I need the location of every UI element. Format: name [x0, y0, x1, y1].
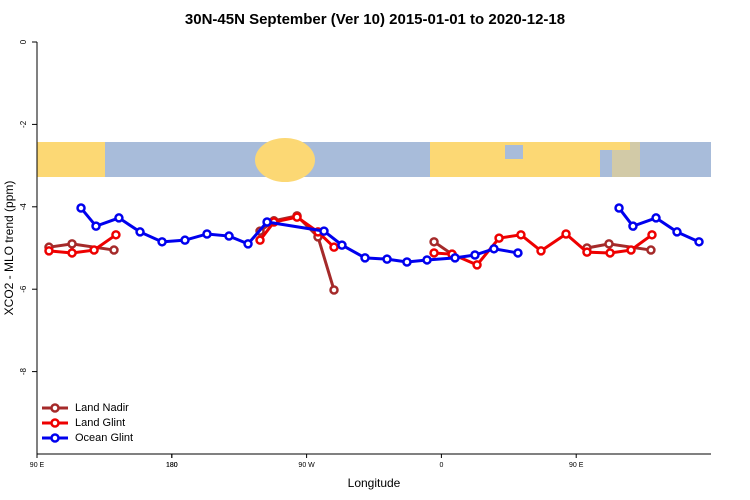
data-point — [76, 203, 86, 213]
data-point — [329, 242, 339, 252]
data-point — [382, 254, 392, 264]
data-point — [647, 230, 657, 240]
data-point — [472, 260, 482, 270]
data-point — [561, 229, 571, 239]
data-point — [329, 285, 339, 295]
map-band — [37, 138, 711, 182]
data-point — [337, 240, 347, 250]
legend-marker — [50, 433, 60, 443]
x-axis-title: Longitude — [348, 476, 401, 490]
x-tick-label: 90 W — [298, 462, 315, 469]
data-point — [672, 227, 682, 237]
data-point — [89, 245, 99, 255]
y-tick-label: -4 — [19, 203, 28, 211]
x-tick-label: 90 E — [30, 462, 45, 469]
y-tick-label: -2 — [19, 120, 28, 128]
data-point — [489, 244, 499, 254]
data-point — [604, 239, 614, 249]
x-tick-label: 180 — [166, 462, 178, 469]
data-point — [628, 221, 638, 231]
y-tick-label: -8 — [19, 367, 28, 375]
legend-marker — [50, 418, 60, 428]
x-tick-label: 0 — [439, 462, 443, 469]
data-point — [91, 221, 101, 231]
legend-label: Land Nadir — [75, 402, 129, 414]
data-point — [109, 245, 119, 255]
data-point — [516, 230, 526, 240]
data-point — [360, 253, 370, 263]
data-point — [255, 235, 265, 245]
x-tick-label: 180 — [166, 462, 178, 469]
data-point — [224, 231, 234, 241]
data-point — [513, 248, 523, 258]
data-point — [180, 235, 190, 245]
x-tick-label: 90 E — [569, 462, 584, 469]
chart-title: 30N-45N September (Ver 10) 2015-01-01 to… — [185, 11, 565, 28]
data-point — [646, 245, 656, 255]
series-line — [48, 214, 652, 291]
y-tick-label: 0 — [19, 39, 28, 44]
data-point — [422, 255, 432, 265]
data-point — [67, 248, 77, 258]
data-point — [626, 245, 636, 255]
legend-label: Land Glint — [75, 417, 125, 429]
data-point — [135, 227, 145, 237]
data-point — [614, 203, 624, 213]
data-point — [202, 229, 212, 239]
data-point — [582, 247, 592, 257]
legend-label: Ocean Glint — [75, 432, 133, 444]
data-point — [494, 233, 504, 243]
data-point — [319, 226, 329, 236]
data-point — [157, 237, 167, 247]
data-point — [536, 246, 546, 256]
y-tick-label: -6 — [19, 285, 28, 293]
series-line — [48, 215, 653, 267]
legend-marker — [50, 403, 60, 413]
data-point — [429, 248, 439, 258]
data-point — [450, 253, 460, 263]
data-point — [292, 212, 302, 222]
data-point — [429, 237, 439, 247]
data-point — [67, 239, 77, 249]
data-point — [243, 239, 253, 249]
data-point — [44, 246, 54, 256]
data-point — [114, 213, 124, 223]
data-point — [470, 250, 480, 260]
y-axis-title: XCO2 - MLO trend (ppm) — [2, 181, 16, 316]
data-point — [605, 248, 615, 258]
data-point — [651, 213, 661, 223]
data-point — [694, 237, 704, 247]
data-point — [111, 230, 121, 240]
data-point — [262, 217, 272, 227]
data-point — [402, 257, 412, 267]
